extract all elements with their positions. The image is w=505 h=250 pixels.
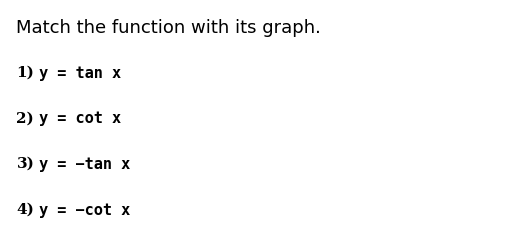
Text: y = −cot x: y = −cot x xyxy=(39,203,130,218)
Text: 4): 4) xyxy=(17,203,34,217)
Text: y = tan x: y = tan x xyxy=(39,66,121,81)
Text: 3): 3) xyxy=(17,157,34,171)
Text: y = −tan x: y = −tan x xyxy=(39,157,130,172)
Text: 1): 1) xyxy=(17,66,34,80)
Text: 2): 2) xyxy=(17,112,34,126)
Text: Match the function with its graph.: Match the function with its graph. xyxy=(17,19,321,37)
Text: y = cot x: y = cot x xyxy=(39,112,121,126)
